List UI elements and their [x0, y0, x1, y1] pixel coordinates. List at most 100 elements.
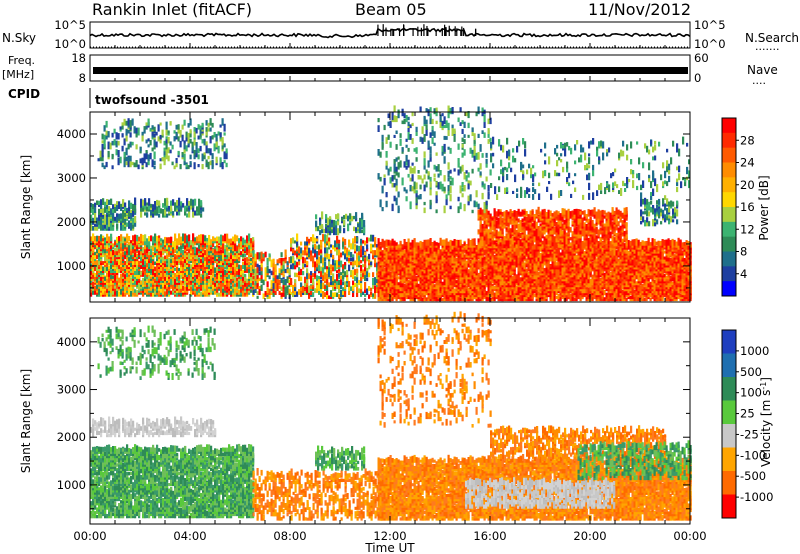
- heatmap-cell: [479, 266, 482, 272]
- heatmap-cell: [92, 233, 95, 242]
- freq-unit-label: [MHz]: [2, 68, 34, 81]
- heatmap-cell: [453, 289, 456, 294]
- heatmap-cell: [278, 279, 281, 285]
- heatmap-cell: [104, 289, 107, 295]
- heatmap-cell: [399, 280, 402, 284]
- heatmap-cell: [376, 285, 379, 290]
- heatmap-cell: [200, 291, 203, 297]
- heatmap-cell: [364, 269, 367, 276]
- heatmap-cell: [212, 239, 215, 244]
- heatmap-cell: [134, 243, 137, 248]
- heatmap-cell: [499, 271, 502, 276]
- heatmap-cell: [425, 254, 428, 258]
- heatmap-cell: [176, 271, 179, 275]
- heatmap-cell: [419, 240, 422, 246]
- heatmap-cell: [298, 271, 301, 276]
- heatmap-cell: [130, 226, 133, 231]
- heatmap-cell: [521, 276, 524, 282]
- heatmap-cell: [206, 268, 209, 273]
- heatmap-cell: [162, 287, 165, 291]
- heatmap-cell: [497, 250, 500, 254]
- heatmap-cell: [449, 291, 452, 296]
- heatmap-cell: [399, 277, 402, 282]
- heatmap-cell: [244, 257, 247, 262]
- heatmap-cell: [220, 277, 223, 281]
- heatmap-cell: [443, 253, 446, 258]
- heatmap-cell: [194, 251, 197, 256]
- heatmap-cell: [198, 286, 201, 293]
- heatmap-cell: [193, 127, 196, 132]
- heatmap-cell: [451, 251, 454, 256]
- heatmap-cell: [429, 291, 432, 300]
- heatmap-cell: [260, 279, 263, 284]
- heatmap-cell: [222, 243, 225, 250]
- heatmap-cell: [164, 281, 167, 289]
- heatmap-cell: [385, 250, 388, 254]
- heatmap-cell: [188, 268, 191, 275]
- heatmap-cell: [186, 248, 189, 252]
- heatmap-cell: [116, 213, 119, 217]
- heatmap-cell: [334, 240, 337, 248]
- heatmap-cell: [304, 247, 307, 256]
- heatmap-cell: [439, 258, 442, 264]
- heatmap-cell: [222, 267, 225, 275]
- heatmap-cell: [166, 265, 169, 269]
- heatmap-cell: [102, 208, 105, 215]
- heatmap-cell: [467, 297, 470, 302]
- heatmap-cell: [437, 279, 440, 284]
- heatmap-cell: [126, 244, 129, 248]
- heatmap-cell: [178, 240, 181, 244]
- heatmap-cell: [409, 295, 412, 300]
- heatmap-cell: [447, 259, 450, 264]
- heatmap-cell: [182, 263, 185, 267]
- heatmap-cell: [122, 248, 125, 252]
- heatmap-cell: [272, 285, 275, 289]
- heatmap-cell: [342, 268, 345, 274]
- heatmap-cell: [485, 281, 488, 286]
- heatmap-cell: [216, 272, 219, 279]
- heatmap-cell: [178, 281, 181, 285]
- heatmap-cell: [417, 283, 420, 288]
- heatmap-cell: [278, 285, 281, 289]
- heatmap-cell: [126, 215, 129, 219]
- heatmap-cell: [206, 290, 209, 295]
- heatmap-cell: [407, 250, 410, 254]
- heatmap-cell: [445, 238, 448, 246]
- heatmap-cell: [493, 254, 496, 260]
- heatmap-cell: [138, 285, 141, 291]
- heatmap-cell: [213, 143, 216, 152]
- heatmap-cell: [320, 256, 323, 264]
- heatmap-cell: [214, 267, 217, 273]
- heatmap-cell: [393, 240, 396, 246]
- heatmap-cell: [260, 284, 263, 291]
- heatmap-cell: [180, 257, 183, 266]
- heatmap-cell: [489, 281, 492, 286]
- heatmap-cell: [300, 276, 303, 282]
- heatmap-cell: [114, 261, 117, 265]
- heatmap-cell: [423, 239, 426, 246]
- heatmap-cell: [162, 264, 165, 268]
- heatmap-cell: [419, 260, 422, 264]
- heatmap-cell: [200, 213, 203, 218]
- heatmap-cell: [501, 274, 504, 278]
- heatmap-cell: [128, 264, 131, 268]
- heatmap-cell: [290, 240, 293, 248]
- heatmap-cell: [184, 277, 187, 281]
- heatmap-cell: [196, 287, 199, 295]
- heatmap-cell: [172, 267, 175, 271]
- heatmap-cell: [134, 237, 137, 246]
- heatmap-cell: [98, 277, 101, 285]
- heatmap-cell: [225, 151, 228, 160]
- heatmap-cell: [425, 250, 428, 254]
- heatmap-cell: [96, 200, 99, 206]
- heatmap-cell: [467, 276, 470, 280]
- heatmap-cell: [376, 276, 379, 284]
- heatmap-cell: [178, 271, 181, 279]
- heatmap-cell: [100, 202, 103, 209]
- heatmap-cell: [330, 270, 333, 274]
- heatmap-cell: [218, 274, 221, 279]
- heatmap-cell: [338, 286, 341, 293]
- heatmap-cell: [330, 253, 333, 258]
- heatmap-cell: [218, 292, 221, 297]
- heatmap-cell: [153, 160, 156, 166]
